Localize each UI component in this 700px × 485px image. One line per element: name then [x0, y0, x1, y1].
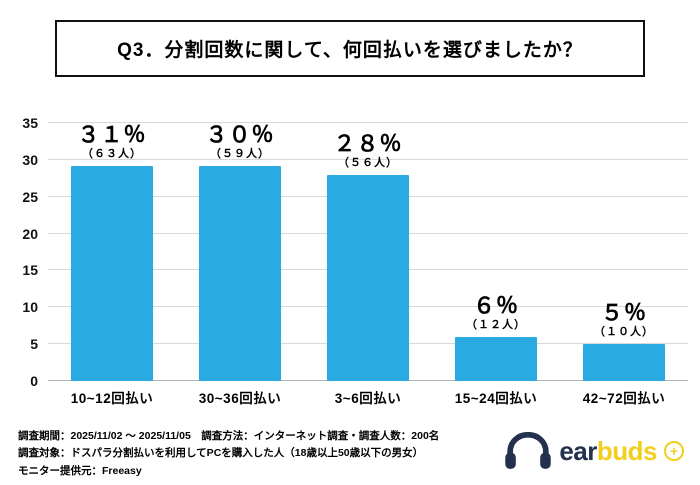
bar-chart: 0 5 10 15 20 25 30 35 ３１％ （６３人） ３０％ （５９人） ２８％ （５６人） ６…	[0, 110, 700, 410]
y-tick-label: 15	[22, 262, 38, 279]
chart-title-box: Q3．分割回数に関して、何回払いを選びましたか？	[55, 20, 645, 77]
bar	[455, 336, 537, 381]
y-axis: 0 5 10 15 20 25 30 35	[0, 115, 42, 389]
bar-percent-label: ３０％	[205, 122, 275, 147]
bar-column: ５％ （１０人）	[560, 123, 688, 381]
plot-area: ３１％ （６３人） ３０％ （５９人） ２８％ （５６人） ６％ （１２人） ５％ （１０人）	[48, 122, 688, 381]
x-axis-label: 15~24回払い	[454, 391, 538, 406]
logo-text-buds: buds	[596, 436, 658, 466]
bar	[71, 166, 153, 381]
bar-percent-label: ５％	[600, 300, 647, 326]
headphones-icon	[505, 431, 552, 469]
bar-value-label: ５％ （１０人）	[594, 301, 654, 339]
x-axis-label: 3~6回払い	[334, 391, 402, 406]
survey-notes: 調査期間：2025/11/02 ～ 2025/11/05 調査方法：インターネッ…	[18, 428, 498, 480]
bar-column: ６％ （１２人）	[432, 123, 560, 381]
bar-count-label: （１２人）	[466, 318, 526, 331]
bar	[199, 166, 281, 381]
x-axis-labels: 10~12回払い 30~36回払い 3~6回払い 15~24回払い 42~72回払い	[48, 387, 688, 407]
bar-count-label: （５９人）	[209, 148, 270, 160]
bar-value-label: ２８％ （５６人）	[333, 130, 403, 170]
logo-plus-icon: +	[664, 441, 684, 461]
bar-columns: ３１％ （６３人） ３０％ （５９人） ２８％ （５６人） ６％ （１２人） ５％ （１０人）	[48, 123, 688, 381]
bar-percent-label: ６％	[472, 292, 519, 318]
logo-text-ear: ear	[559, 436, 597, 466]
y-tick-label: 35	[22, 115, 38, 131]
bar-column: ３０％ （５９人）	[176, 123, 304, 381]
earbuds-logo: earbuds +	[502, 429, 684, 473]
survey-note-line3: モニター提供元：Freeasy	[18, 464, 142, 477]
x-axis-label: 30~36回払い	[198, 391, 282, 406]
gridline	[48, 122, 688, 123]
survey-note-line1: 調査期間：2025/11/02 ～ 2025/11/05 調査方法：インターネッ…	[18, 430, 440, 442]
bar-percent-label: ３１％	[77, 122, 147, 147]
gridline	[48, 158, 688, 160]
bar-value-label: ６％ （１２人）	[466, 292, 526, 332]
survey-note-line2: 調査対象：ドスパラ分割払いを利用してPCを購入した人（18歳以上50歳以下の男女…	[18, 447, 424, 460]
y-tick-label: 0	[30, 373, 38, 389]
bar-column: ２８％ （５６人）	[304, 123, 432, 381]
chart-title: Q3．分割回数に関して、何回払いを選びましたか？	[117, 40, 583, 61]
y-tick-label: 20	[22, 225, 38, 242]
bar-count-label: （６３人）	[81, 148, 142, 160]
bar-count-label: （１０人）	[594, 326, 654, 339]
bar-column: ３１％ （６３人）	[48, 123, 176, 381]
x-axis-label: 42~72回払い	[582, 391, 666, 406]
x-axis-label: 10~12回払い	[70, 391, 154, 406]
y-tick-label: 10	[22, 299, 38, 316]
bar-percent-label: ２８％	[333, 130, 403, 156]
bar	[583, 344, 665, 381]
bar-value-label: ３１％ （６３人）	[77, 123, 146, 161]
y-tick-label: 5	[30, 336, 38, 353]
bar-count-label: （５６人）	[337, 156, 398, 169]
logo-wordmark: earbuds	[559, 438, 657, 464]
y-tick-label: 25	[22, 188, 38, 205]
bar-value-label: ３０％ （５９人）	[205, 123, 274, 161]
y-tick-label: 30	[22, 151, 38, 168]
bar	[327, 174, 409, 381]
